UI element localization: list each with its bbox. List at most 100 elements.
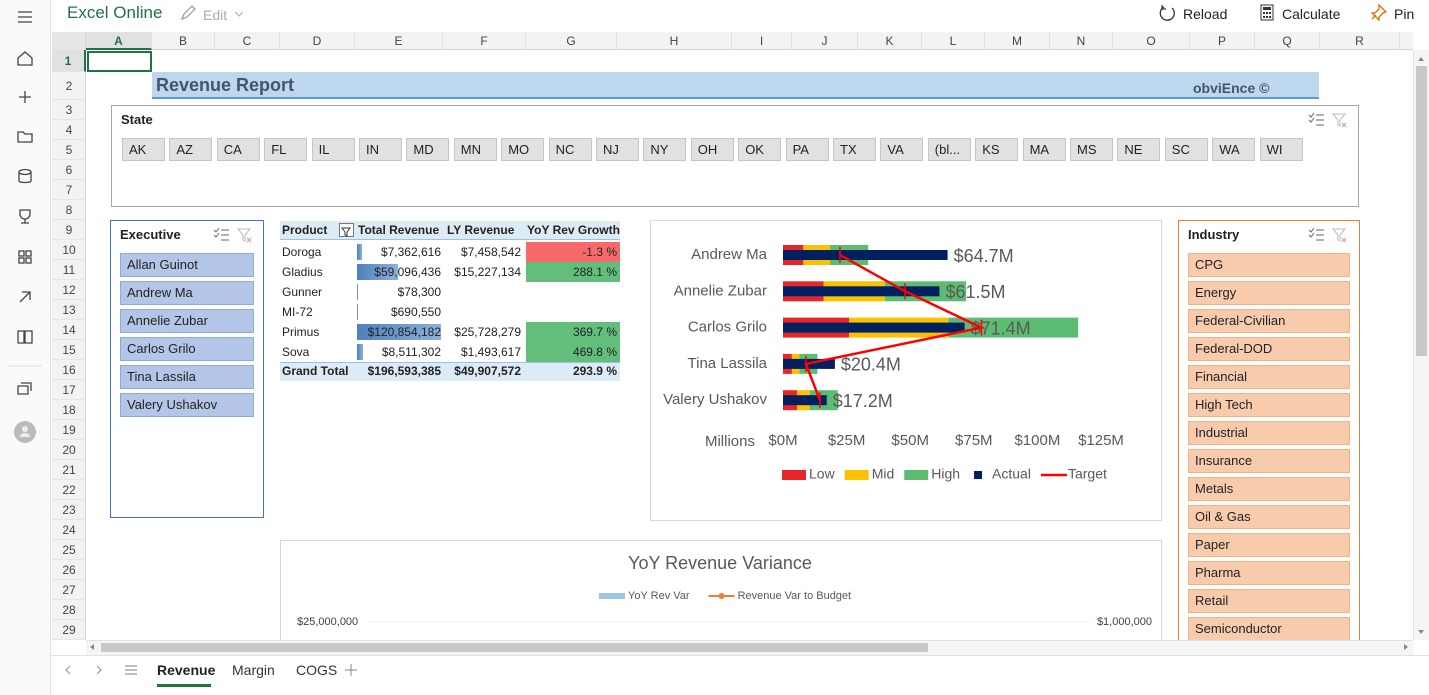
sheet-tab[interactable]: Margin bbox=[232, 662, 275, 678]
row-header[interactable]: 17 bbox=[52, 380, 86, 400]
row-header[interactable]: 26 bbox=[52, 560, 86, 580]
toolbar-button[interactable]: Pin bbox=[1394, 6, 1415, 22]
column-header[interactable]: I bbox=[732, 32, 792, 50]
slicer-item[interactable]: Allan Guinot bbox=[120, 253, 254, 277]
slicer-item[interactable]: AZ bbox=[169, 138, 213, 161]
column-header[interactable]: G bbox=[526, 32, 617, 50]
slicer-item[interactable]: IN bbox=[359, 138, 402, 161]
slicer-item[interactable]: CA bbox=[216, 138, 260, 161]
slicer-item[interactable]: PA bbox=[785, 138, 829, 161]
slicer-item[interactable]: Semiconductor bbox=[1188, 617, 1350, 641]
row-header[interactable]: 25 bbox=[52, 540, 86, 560]
row-header[interactable]: 8 bbox=[52, 200, 86, 220]
sheet-tab[interactable]: COGS bbox=[296, 662, 338, 678]
row-header[interactable]: 14 bbox=[52, 320, 86, 340]
slicer-item[interactable]: Industrial bbox=[1188, 421, 1350, 445]
column-header[interactable]: E bbox=[355, 32, 443, 50]
slicer-item[interactable]: MA bbox=[1022, 138, 1066, 161]
column-header[interactable]: F bbox=[443, 32, 526, 50]
row-header[interactable]: 19 bbox=[52, 420, 86, 440]
slicer-item[interactable]: CPG bbox=[1188, 253, 1350, 277]
row-header[interactable]: 18 bbox=[52, 400, 86, 420]
new-icon[interactable] bbox=[19, 91, 31, 103]
row-header[interactable]: 22 bbox=[52, 480, 86, 500]
slicer-item[interactable]: MD bbox=[406, 138, 450, 161]
column-header[interactable]: L bbox=[922, 32, 985, 50]
column-header[interactable]: P bbox=[1190, 32, 1255, 50]
slicer-item[interactable]: NC bbox=[548, 138, 592, 161]
column-header[interactable]: D bbox=[280, 32, 355, 50]
row-header[interactable]: 11 bbox=[52, 260, 86, 280]
row-header[interactable]: 12 bbox=[52, 280, 86, 300]
slicer-item[interactable]: MS bbox=[1070, 138, 1113, 161]
slicer-item[interactable]: MN bbox=[453, 138, 497, 161]
slicer-item[interactable]: Metals bbox=[1188, 477, 1350, 501]
slicer-item[interactable]: Annelie Zubar bbox=[120, 309, 254, 333]
horizontal-thumb[interactable] bbox=[101, 643, 928, 652]
slicer-item[interactable]: Carlos Grilo bbox=[120, 337, 254, 361]
column-header[interactable]: N bbox=[1050, 32, 1113, 50]
row-header[interactable]: 5 bbox=[52, 140, 86, 160]
slicer-item[interactable]: Federal-Civilian bbox=[1188, 309, 1350, 333]
slicer-item[interactable]: WA bbox=[1212, 138, 1256, 161]
row-header[interactable]: 29 bbox=[52, 620, 86, 640]
slicer-item[interactable]: Paper bbox=[1188, 533, 1350, 557]
column-header[interactable]: B bbox=[152, 32, 215, 50]
book-icon[interactable] bbox=[17, 330, 33, 344]
slicer-item[interactable]: High Tech bbox=[1188, 393, 1350, 417]
row-header[interactable]: 9 bbox=[52, 220, 86, 240]
column-header[interactable]: A bbox=[86, 32, 152, 50]
row-header[interactable]: 24 bbox=[52, 520, 86, 540]
teams-icon[interactable] bbox=[17, 382, 32, 395]
toolbar-button[interactable]: Reload bbox=[1183, 6, 1228, 22]
slicer-item[interactable]: VA bbox=[880, 138, 924, 161]
row-header[interactable]: 3 bbox=[52, 100, 86, 120]
slicer-item[interactable]: NJ bbox=[596, 138, 639, 161]
column-header[interactable]: H bbox=[617, 32, 732, 50]
row-header[interactable]: 15 bbox=[52, 340, 86, 360]
slicer-item[interactable]: NY bbox=[643, 138, 687, 161]
row-header[interactable]: 1 bbox=[52, 50, 86, 72]
slicer-item[interactable]: Valery Ushakov bbox=[120, 393, 254, 417]
slicer-item[interactable]: MO bbox=[501, 138, 545, 161]
column-header[interactable]: O bbox=[1113, 32, 1190, 50]
column-header[interactable]: M bbox=[985, 32, 1050, 50]
filter-button[interactable] bbox=[339, 223, 354, 237]
row-header[interactable]: 28 bbox=[52, 600, 86, 620]
slicer-item[interactable]: IL bbox=[311, 138, 355, 161]
column-header[interactable]: R bbox=[1320, 32, 1400, 50]
row-header[interactable]: 10 bbox=[52, 240, 86, 260]
slicer-item[interactable]: OK bbox=[738, 138, 782, 161]
row-header[interactable]: 4 bbox=[52, 120, 86, 140]
column-header[interactable]: C bbox=[215, 32, 280, 50]
slicer-item[interactable]: AK bbox=[122, 138, 165, 161]
slicer-item[interactable]: Federal-DOD bbox=[1188, 337, 1350, 361]
slicer-item[interactable]: TX bbox=[833, 138, 876, 161]
slicer-item[interactable]: (bl... bbox=[927, 138, 971, 161]
column-header[interactable]: J bbox=[792, 32, 858, 50]
edit-button[interactable]: Edit bbox=[203, 7, 228, 23]
slicer-item[interactable]: FL bbox=[264, 138, 308, 161]
toolbar-button[interactable]: Calculate bbox=[1282, 6, 1341, 22]
slicer-item[interactable]: OH bbox=[690, 138, 734, 161]
vertical-thumb[interactable] bbox=[1416, 66, 1427, 356]
share-icon[interactable] bbox=[19, 291, 31, 303]
row-header[interactable]: 6 bbox=[52, 160, 86, 180]
slicer-item[interactable]: KS bbox=[975, 138, 1019, 161]
slicer-item[interactable]: Oil & Gas bbox=[1188, 505, 1350, 529]
menu-icon[interactable] bbox=[18, 11, 32, 23]
slicer-item[interactable]: Energy bbox=[1188, 281, 1350, 305]
slicer-item[interactable]: NE bbox=[1117, 138, 1161, 161]
slicer-item[interactable]: WI bbox=[1259, 138, 1303, 161]
home-icon[interactable] bbox=[17, 51, 33, 66]
slicer-item[interactable]: Tina Lassila bbox=[120, 365, 254, 389]
row-header[interactable]: 27 bbox=[52, 580, 86, 600]
row-header[interactable]: 7 bbox=[52, 180, 86, 200]
slicer-item[interactable]: SC bbox=[1164, 138, 1208, 161]
row-header[interactable]: 16 bbox=[52, 360, 86, 380]
slicer-item[interactable]: Financial bbox=[1188, 365, 1350, 389]
sheet-tab[interactable]: Revenue bbox=[157, 662, 216, 678]
slicer-item[interactable]: Insurance bbox=[1188, 449, 1350, 473]
row-header[interactable]: 23 bbox=[52, 500, 86, 520]
slicer-item[interactable]: Retail bbox=[1188, 589, 1350, 613]
